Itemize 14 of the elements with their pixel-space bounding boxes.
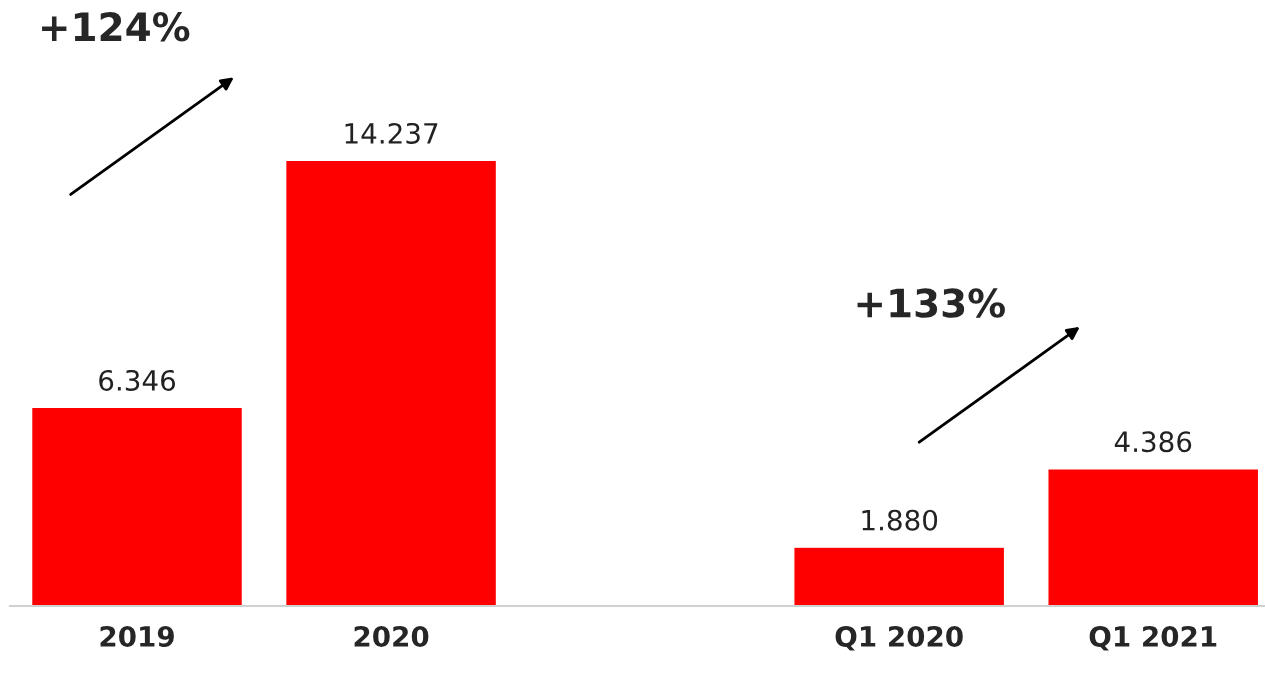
bar — [1047, 468, 1260, 606]
x-tick-label: Q1 2021 — [1089, 625, 1217, 651]
data-label: 14.237 — [345, 122, 438, 144]
x-tick-label: 2020 — [354, 625, 429, 647]
x-tick-label: Q1 2020 — [835, 625, 963, 651]
text: +124% — [42, 12, 190, 42]
data-label: 6.346 — [99, 369, 176, 391]
bar — [30, 406, 244, 606]
data-label: 4.386 — [1114, 431, 1192, 453]
bar — [793, 546, 1006, 606]
data-label: 1.880 — [862, 509, 938, 531]
bar — [284, 159, 498, 606]
annotation: +133% — [857, 288, 1005, 318]
x-tick-label: 2019 — [100, 625, 174, 647]
